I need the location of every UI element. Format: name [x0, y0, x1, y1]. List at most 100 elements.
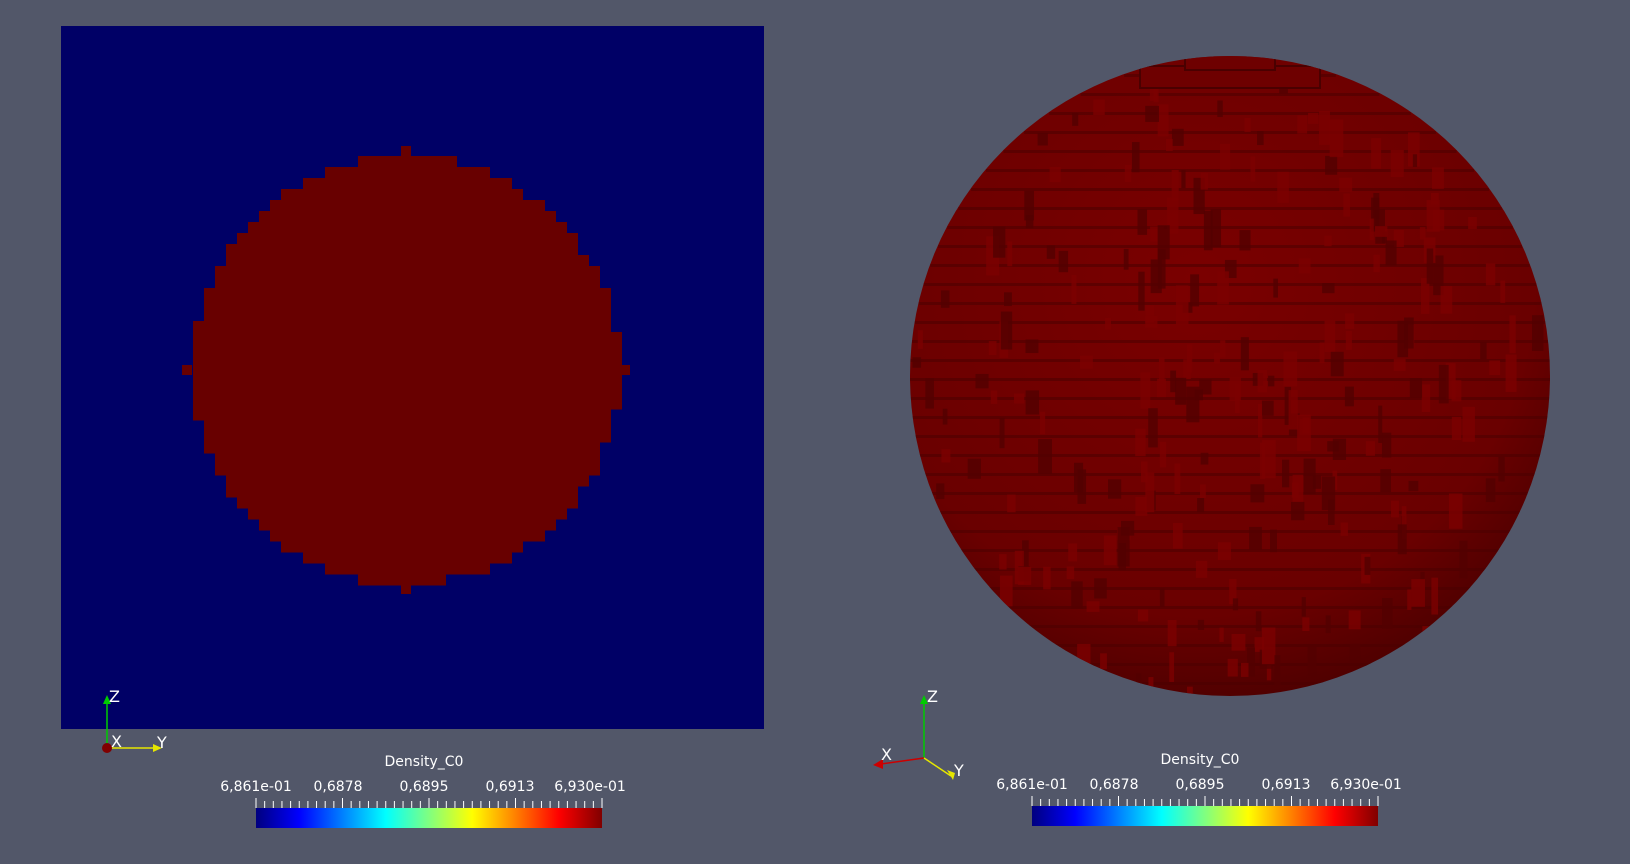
- voxel-face: [1025, 214, 1034, 229]
- color-legend-tick: 0,6878: [313, 779, 363, 795]
- voxel-sphere-svg: [910, 56, 1550, 696]
- voxel-face: [1157, 104, 1169, 137]
- voxel-face: [1200, 452, 1209, 465]
- color-legend-title: Density_C0: [1160, 752, 1240, 768]
- voxel-face: [1210, 209, 1222, 248]
- voxel-face: [1167, 620, 1177, 647]
- voxel-face: [940, 290, 950, 308]
- slice-row: [226, 475, 589, 487]
- voxel-face: [1509, 315, 1516, 354]
- voxel-face: [1277, 171, 1289, 203]
- slice-plot[interactable]: [61, 26, 764, 729]
- slice-row: [226, 255, 589, 267]
- voxel-face: [1157, 225, 1170, 260]
- voxel-face: [1170, 370, 1177, 393]
- slice-row: [193, 354, 622, 366]
- voxel-face: [967, 458, 981, 479]
- voxel-face: [1322, 283, 1335, 294]
- voxel-face: [993, 226, 1006, 258]
- voxel-face: [1200, 172, 1208, 190]
- voxel-face: [1186, 344, 1193, 373]
- voxel-face: [1339, 177, 1353, 192]
- voxel-face: [1348, 610, 1361, 630]
- voxel-face: [912, 357, 922, 368]
- voxel-face: [1025, 390, 1040, 415]
- voxel-face: [1319, 342, 1325, 364]
- render-view-left[interactable]: Z X Y Density_C0 6,861e-01 0,6878 0,6895…: [0, 0, 815, 864]
- voxel-face: [1274, 655, 1281, 686]
- voxel-face: [1308, 112, 1319, 124]
- orientation-axes: Z X Y: [865, 687, 975, 784]
- color-legend: Density_C0 6,861e-01 0,6878 0,6895 0,691…: [990, 752, 1410, 842]
- voxel-face: [1217, 100, 1223, 118]
- voxel-face: [1224, 259, 1237, 279]
- voxel-face: [1349, 643, 1361, 663]
- slice-row: [193, 343, 622, 355]
- voxel-face: [1105, 318, 1112, 330]
- voxel-face: [1451, 380, 1462, 402]
- color-legend-bar: [1031, 796, 1379, 826]
- voxel-face: [1325, 155, 1338, 175]
- slice-row: [248, 222, 567, 234]
- voxel-face: [1288, 390, 1298, 430]
- voxel-face: [1433, 255, 1444, 296]
- slice-row: [193, 409, 611, 421]
- voxel-face: [1171, 169, 1179, 202]
- voxel-face: [1145, 472, 1155, 513]
- voxel-face: [1043, 566, 1051, 590]
- voxel-face: [1440, 286, 1453, 314]
- voxel-face: [1301, 597, 1306, 617]
- voxel-face: [1426, 248, 1434, 284]
- voxel-face: [1257, 369, 1267, 393]
- voxel-edge: [931, 492, 1529, 495]
- voxel-face: [1381, 432, 1392, 458]
- voxel-face: [1004, 292, 1012, 307]
- voxel-face: [1431, 577, 1439, 615]
- voxel-edge: [919, 454, 1541, 457]
- voxel-face: [1074, 462, 1084, 493]
- voxel-edge: [1049, 112, 1411, 115]
- voxel-face: [1150, 259, 1162, 294]
- voxel-face: [1259, 442, 1266, 479]
- voxel-face: [1135, 496, 1148, 516]
- slice-row: [204, 310, 611, 322]
- orientation-axes: Z X Y: [95, 687, 185, 764]
- voxel-face: [1345, 313, 1355, 329]
- voxel-face: [1498, 456, 1505, 482]
- voxel-edge: [938, 245, 1522, 248]
- axis-label-x: X: [881, 745, 892, 764]
- voxel-face: [1329, 119, 1344, 158]
- voxel-face: [1262, 440, 1276, 479]
- voxel-face: [1118, 542, 1126, 571]
- slice-row: [226, 244, 578, 256]
- voxel-face: [1123, 248, 1129, 270]
- voxel-face: [1229, 377, 1241, 402]
- voxel-face: [917, 330, 923, 349]
- voxel-face: [1187, 686, 1193, 696]
- voxel-edge: [912, 340, 1548, 343]
- voxel-face: [1412, 154, 1418, 167]
- voxel-face: [1220, 143, 1231, 170]
- slice-row: [325, 563, 490, 575]
- slice-nub: [182, 365, 192, 375]
- render-view-right[interactable]: Z X Y Density_C0 6,861e-01 0,6878 0,6895…: [815, 0, 1630, 864]
- voxel-sphere[interactable]: [900, 50, 1560, 710]
- voxel-face: [1298, 258, 1311, 274]
- color-legend-tick: 0,6895: [1175, 777, 1225, 793]
- voxel-face: [1407, 132, 1420, 167]
- voxel-face: [1407, 589, 1412, 610]
- voxel-face: [1401, 506, 1407, 539]
- voxel-edge: [925, 473, 1535, 476]
- voxel-edge: [958, 207, 1502, 210]
- voxel-face: [1273, 278, 1278, 298]
- voxel-face: [1393, 229, 1404, 247]
- voxel-face: [1409, 378, 1423, 398]
- voxel-face: [1373, 192, 1380, 219]
- voxel-face: [1292, 474, 1304, 510]
- voxel-face: [1397, 320, 1409, 358]
- voxel-face: [1066, 566, 1075, 580]
- voxel-face: [1268, 375, 1275, 387]
- voxel-face: [1375, 226, 1388, 237]
- voxel-face: [1217, 271, 1229, 305]
- slice-row: [193, 321, 611, 333]
